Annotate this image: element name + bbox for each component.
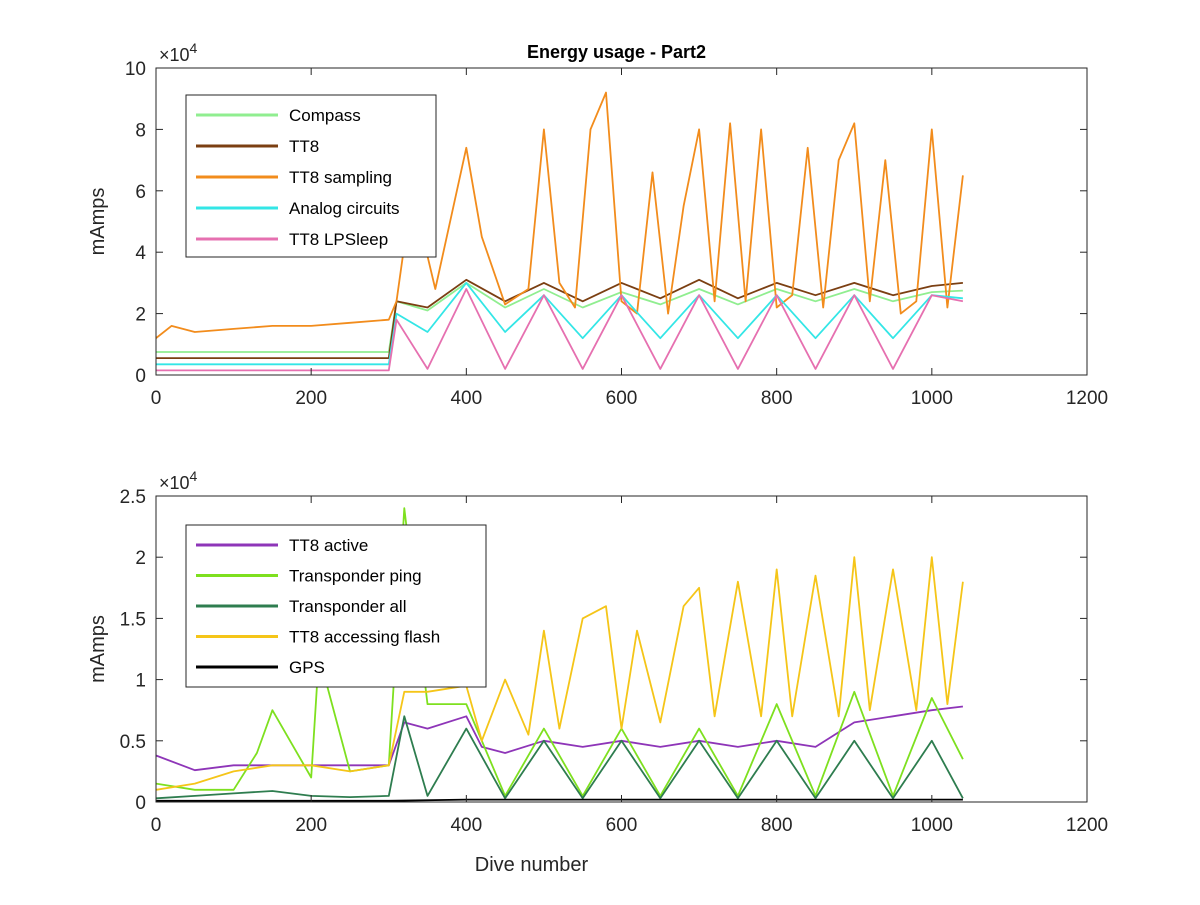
series-line-transponder-ping	[156, 507, 964, 797]
y-tick-label: 4	[135, 243, 146, 264]
series-line-tt8	[156, 278, 963, 360]
legend-label-tt8: TT8	[289, 137, 319, 156]
x-tick-label: 800	[761, 388, 793, 409]
legend-label-compass: Compass	[289, 106, 361, 125]
series-line-transponder-all	[156, 715, 964, 800]
series-line-tt8-accessing-flash	[156, 556, 964, 791]
legend-label-analog-circuits: Analog circuits	[289, 199, 400, 218]
y-tick-label: 10	[125, 59, 146, 80]
y-exponent-label: ×104	[159, 468, 198, 493]
y-tick-label: 0	[135, 366, 146, 387]
y-axis-label: mAmps	[87, 188, 109, 256]
y-tick-label: 0	[135, 793, 146, 814]
panel-bottom: 0 200 400 600 800 1000 1200 0 0.5 1 1.5 2 2.5 ×104 mAm…	[87, 468, 1108, 876]
series-line-tt8-lpsleep	[156, 288, 964, 372]
x-tick-label: 400	[450, 815, 482, 836]
y-tick-label: 2	[135, 548, 146, 569]
series-line-gps	[156, 798, 963, 802]
y-tick-label: 6	[135, 182, 146, 203]
x-tick-label: 1000	[911, 388, 953, 409]
legend-label-tt8-lpsleep: TT8 LPSleep	[289, 230, 388, 249]
legend-label-tt8-sampling: TT8 sampling	[289, 168, 392, 187]
y-tick-label: 1	[135, 671, 146, 692]
x-tick-label: 1200	[1066, 388, 1108, 409]
y-tick-label: 2.5	[120, 487, 146, 508]
legend-label-transponder-all: Transponder all	[289, 597, 407, 616]
x-tick-label: 800	[761, 815, 793, 836]
legend-label-transponder-ping: Transponder ping	[289, 567, 422, 586]
panel-top: 0 200 400 600 800 1000 1200 0 2 4 6 8 10 ×104 mAmps Ene…	[87, 40, 1108, 409]
x-tick-label: 0	[151, 815, 162, 836]
x-tick-label: 0	[151, 388, 162, 409]
legend-label-gps: GPS	[289, 658, 325, 677]
y-tick-label: 2	[135, 305, 146, 326]
y-axis-label: mAmps	[87, 615, 109, 683]
x-tick-label: 200	[295, 388, 327, 409]
x-axis-label: Dive number	[475, 854, 589, 876]
y-tick-label: 1.5	[120, 609, 146, 630]
chart-title: Energy usage - Part2	[527, 42, 706, 62]
legend: TT8 active Transponder ping Transponder al…	[185, 524, 487, 688]
x-tick-label: 1000	[911, 815, 953, 836]
x-tick-label: 600	[606, 388, 638, 409]
y-tick-label: 0.5	[120, 732, 146, 753]
series-group	[156, 507, 964, 802]
legend: Compass TT8 TT8 sampling Analog circuits TT8…	[185, 94, 437, 258]
x-tick-label: 600	[606, 815, 638, 836]
x-tick-label: 400	[450, 388, 482, 409]
series-group	[156, 91, 964, 372]
y-exponent-label: ×104	[159, 40, 198, 65]
x-tick-label: 200	[295, 815, 327, 836]
series-line-analog-circuits	[156, 281, 963, 366]
y-tick-label: 8	[135, 120, 146, 141]
legend-label-tt8-accessing-flash: TT8 accessing flash	[289, 628, 440, 647]
x-tick-label: 1200	[1066, 815, 1108, 836]
legend-label-tt8-active: TT8 active	[289, 536, 368, 555]
